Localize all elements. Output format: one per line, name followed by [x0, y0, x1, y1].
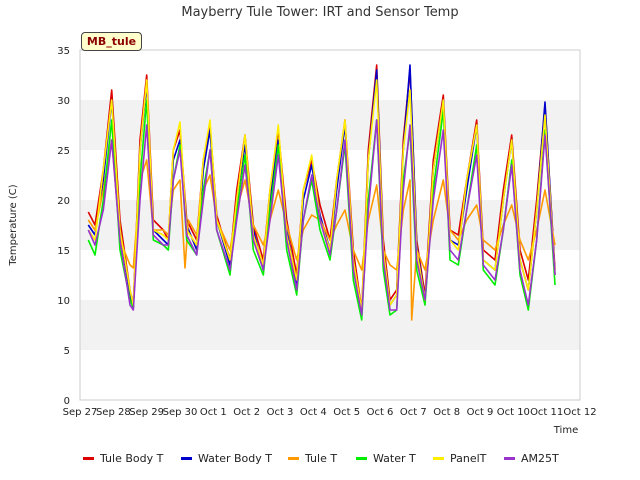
station-label-badge: MB_tule	[81, 32, 142, 51]
legend-item-tule-t: Tule T	[288, 452, 337, 465]
legend-label: Water T	[373, 452, 416, 465]
x-tick-label: Oct 6	[367, 407, 394, 418]
legend-label: Water Body T	[198, 452, 272, 465]
grid-band	[80, 150, 580, 200]
y-tick-label: 0	[64, 396, 70, 407]
x-tick-label: Oct 2	[233, 407, 260, 418]
legend-swatch	[433, 457, 444, 460]
x-tick-label: Sep 27	[63, 407, 98, 418]
x-axis-label: Time	[553, 425, 578, 436]
x-tick-label: Oct 12	[563, 407, 596, 418]
x-tick-label: Oct 5	[333, 407, 360, 418]
y-tick-label: 20	[57, 196, 70, 207]
legend-swatch	[288, 457, 299, 460]
grid-bands	[80, 50, 580, 400]
legend-swatch	[83, 457, 94, 460]
x-tick-label: Oct 8	[433, 407, 460, 418]
x-tick-label: Oct 7	[400, 407, 427, 418]
legend-swatch	[181, 457, 192, 460]
legend-item-panelt: PanelT	[433, 452, 486, 465]
x-tick-label: Oct 3	[267, 407, 294, 418]
legend-swatch	[504, 457, 515, 460]
series-lines	[87, 64, 556, 321]
legend-item-water-t: Water T	[356, 452, 416, 465]
grid-band	[80, 50, 580, 100]
x-tick-label: Oct 10	[497, 407, 530, 418]
legend-label: PanelT	[450, 452, 487, 465]
legend-item-tule-body-t: Tule Body T	[83, 452, 163, 465]
y-tick-label: 10	[57, 296, 70, 307]
series-line-am25t	[87, 119, 556, 316]
x-tick-label: Sep 30	[163, 407, 198, 418]
y-tick-label: 35	[57, 46, 70, 57]
x-tick-label: Oct 1	[200, 407, 227, 418]
grid-band	[80, 100, 580, 150]
x-tick-label: Oct 4	[300, 407, 327, 418]
series-line-panelt	[87, 79, 556, 311]
legend: Tule Body T Water Body T Tule T Water T …	[0, 452, 640, 470]
x-tick-label: Sep 28	[96, 407, 131, 418]
x-tick-label: Sep 29	[129, 407, 164, 418]
y-axis-label: Temperature (C)	[8, 184, 19, 266]
y-axis-ticks: 0 5 10 15 20 25 30 35	[57, 46, 70, 407]
legend-item-am25t: AM25T	[504, 452, 559, 465]
y-tick-label: 25	[57, 146, 70, 157]
grid-band	[80, 300, 580, 350]
x-tick-label: Oct 9	[467, 407, 494, 418]
y-tick-label: 5	[64, 346, 70, 357]
y-tick-label: 30	[57, 96, 70, 107]
legend-item-water-body-t: Water Body T	[181, 452, 272, 465]
legend-swatch	[356, 457, 367, 460]
x-tick-label: Oct 11	[530, 407, 563, 418]
plot-area-frame	[79, 49, 581, 401]
legend-label: AM25T	[521, 452, 559, 465]
chart-title: Mayberry Tule Tower: IRT and Sensor Temp	[181, 5, 458, 20]
y-tick-label: 15	[57, 246, 70, 257]
grid-band	[80, 350, 580, 400]
legend-label: Tule Body T	[100, 452, 164, 465]
legend-label: Tule T	[305, 452, 338, 465]
